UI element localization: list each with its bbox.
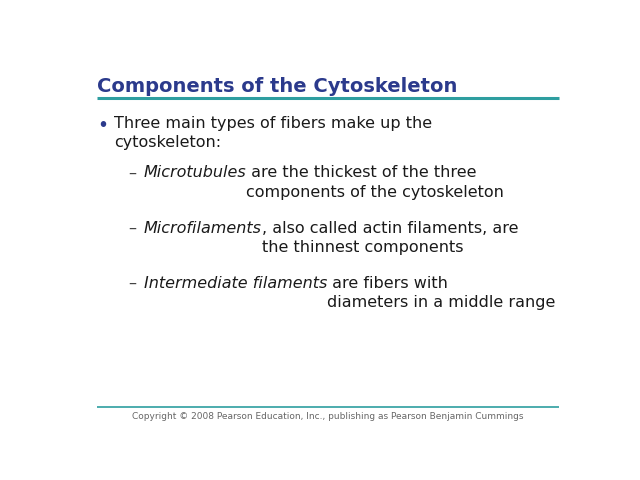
Text: are the thickest of the three
components of the cytoskeleton: are the thickest of the three components… bbox=[246, 166, 504, 200]
Text: –: – bbox=[128, 221, 136, 236]
Text: •: • bbox=[97, 116, 108, 135]
Text: Three main types of fibers make up the
cytoskeleton:: Three main types of fibers make up the c… bbox=[114, 116, 432, 150]
Text: Microtubules: Microtubules bbox=[143, 166, 246, 180]
Text: Microfilaments: Microfilaments bbox=[143, 221, 262, 236]
Text: –: – bbox=[128, 166, 136, 180]
Text: Intermediate filaments: Intermediate filaments bbox=[143, 276, 327, 291]
Text: , also called actin filaments, are
the thinnest components: , also called actin filaments, are the t… bbox=[262, 221, 518, 255]
Text: –: – bbox=[128, 276, 136, 291]
Text: are fibers with
diameters in a middle range: are fibers with diameters in a middle ra… bbox=[327, 276, 556, 311]
Text: Copyright © 2008 Pearson Education, Inc., publishing as Pearson Benjamin Cumming: Copyright © 2008 Pearson Education, Inc.… bbox=[132, 412, 524, 421]
Text: Components of the Cytoskeleton: Components of the Cytoskeleton bbox=[97, 77, 458, 96]
